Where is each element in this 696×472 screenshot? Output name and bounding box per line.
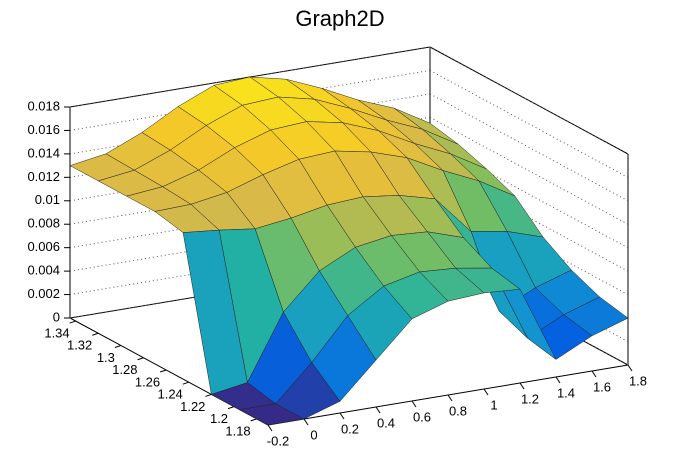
y-tick	[182, 381, 189, 385]
grid-line	[429, 93, 629, 202]
x-tick-label: 0.4	[377, 415, 395, 430]
grid-line	[429, 46, 629, 155]
x-tick	[375, 406, 381, 414]
x-tick-label: 1	[490, 397, 497, 412]
x-tick	[267, 424, 273, 432]
surface-cell	[238, 403, 305, 426]
x-tick-label: 1.6	[593, 379, 611, 394]
x-tick-label: 1.4	[557, 385, 575, 400]
y-tick	[69, 320, 76, 324]
x-tick	[591, 370, 597, 378]
z-tick-label: 0.01	[35, 192, 60, 207]
x-tick-label: 0.6	[413, 409, 431, 424]
x-tick	[519, 382, 525, 390]
y-tick-label: 1.24	[157, 387, 182, 402]
x-tick	[411, 400, 417, 408]
z-tick-label: 0.002	[27, 286, 60, 301]
grid-line	[429, 140, 629, 249]
z-tick-label: 0.016	[27, 122, 60, 137]
y-tick-label: 1.22	[180, 399, 205, 414]
grid-line	[69, 46, 431, 108]
x-tick-label: 1.2	[521, 391, 539, 406]
z-tick-label: 0.012	[27, 169, 60, 184]
y-tick	[250, 418, 257, 422]
y-tick	[92, 332, 99, 336]
x-tick-label: 1.8	[629, 373, 647, 388]
y-tick-label: 1.32	[67, 338, 92, 353]
y-tick	[227, 406, 235, 410]
x-tick	[339, 412, 345, 420]
z-tick-label: 0	[53, 309, 60, 324]
grid-line	[69, 69, 431, 131]
y-tick	[160, 369, 167, 373]
x-tick	[303, 418, 309, 426]
x-tick	[447, 394, 453, 402]
y-tick-label: 1.2	[210, 411, 228, 426]
y-tick	[137, 357, 144, 361]
y-tick-label: 1.28	[112, 362, 137, 377]
x-tick	[483, 388, 489, 396]
x-tick-label: 0	[310, 427, 317, 442]
y-tick-label: 1.3	[97, 350, 115, 365]
y-tick-label: 1.18	[225, 423, 250, 438]
grid-line	[429, 70, 629, 178]
z-tick-label: 0.014	[27, 145, 60, 160]
z-tick-label: 0.004	[27, 263, 60, 278]
x-tick	[555, 376, 561, 384]
z-tick-label: 0.006	[27, 239, 60, 254]
z-tick-label: 0.018	[27, 98, 60, 113]
x-tick-label: 0.2	[341, 421, 359, 436]
z-tick-label: 0.008	[27, 216, 60, 231]
y-tick	[114, 345, 122, 348]
x-tick	[627, 364, 633, 372]
grid-line	[429, 116, 629, 225]
x-tick-label: -0.2	[267, 433, 289, 448]
y-tick	[205, 393, 212, 397]
x-tick-label: 0.8	[449, 403, 467, 418]
y-tick-label: 1.34	[44, 325, 69, 340]
y-tick-label: 1.26	[135, 374, 160, 389]
chart-title: Graph2D	[295, 6, 384, 31]
